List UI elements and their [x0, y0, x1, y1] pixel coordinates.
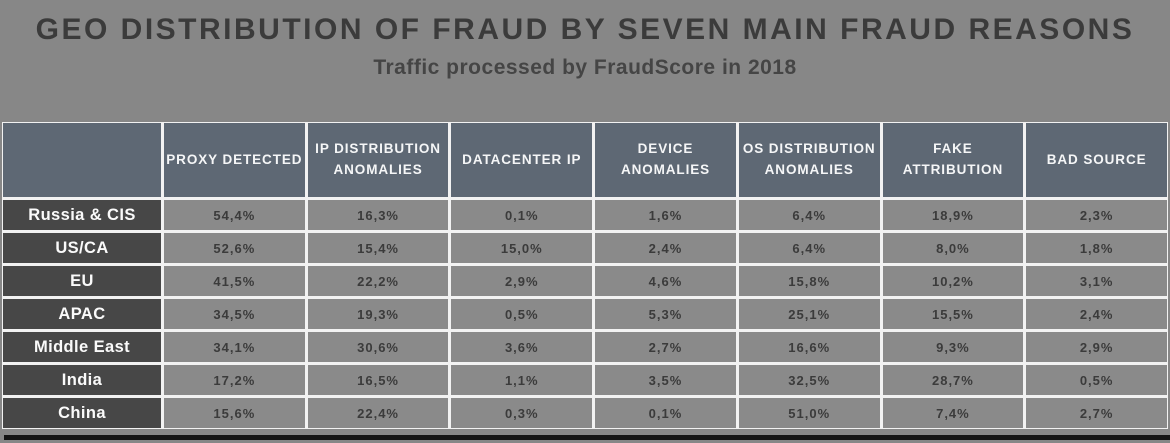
table-value-cell: 0,3%	[451, 398, 593, 428]
table-value-cell: 2,9%	[451, 266, 593, 296]
bottom-accent-bar	[4, 435, 1170, 440]
table-value-cell: 30,6%	[307, 332, 449, 362]
table-value-cell: 2,9%	[1026, 332, 1167, 362]
table-value-cell: 8,0%	[882, 233, 1024, 263]
table-value-cell: 18,9%	[882, 200, 1024, 230]
table-value-cell: 1,6%	[595, 200, 736, 230]
table-value-cell: 6,4%	[738, 233, 880, 263]
table-value-cell: 5,3%	[595, 299, 736, 329]
table-value-cell: 0,1%	[595, 398, 736, 428]
table-value-cell: 25,1%	[738, 299, 880, 329]
table-corner-cell	[3, 123, 161, 197]
column-header: BAD SOURCE	[1026, 123, 1167, 197]
table-value-cell: 34,1%	[164, 332, 305, 362]
table-value-cell: 0,5%	[1026, 365, 1167, 395]
table-value-cell: 0,5%	[451, 299, 593, 329]
table-value-cell: 15,6%	[164, 398, 305, 428]
geo-fraud-table: PROXY DETECTED IP DISTRIBUTION ANOMALIES D…	[2, 122, 1168, 429]
row-label: India	[3, 365, 161, 395]
table-value-cell: 2,7%	[1026, 398, 1167, 428]
table-value-cell: 1,1%	[451, 365, 593, 395]
page-subtitle: Traffic processed by FraudScore in 2018	[373, 56, 797, 79]
table-value-cell: 22,4%	[307, 398, 449, 428]
table-value-cell: 15,5%	[882, 299, 1024, 329]
table-value-cell: 15,4%	[307, 233, 449, 263]
row-label: US/CA	[3, 233, 161, 263]
row-label: APAC	[3, 299, 161, 329]
row-label: Middle East	[3, 332, 161, 362]
table-value-cell: 32,5%	[738, 365, 880, 395]
table-value-cell: 3,6%	[451, 332, 593, 362]
page-title: GEO DISTRIBUTION OF FRAUD BY SEVEN MAIN …	[35, 13, 1135, 46]
column-header: OS DISTRIBUTION ANOMALIES	[738, 123, 880, 197]
table-value-cell: 1,8%	[1026, 233, 1167, 263]
table-value-cell: 16,3%	[307, 200, 449, 230]
table-value-cell: 9,3%	[882, 332, 1024, 362]
column-header: DEVICE ANOMALIES	[595, 123, 736, 197]
table-value-cell: 15,8%	[738, 266, 880, 296]
table-value-cell: 16,5%	[307, 365, 449, 395]
table-value-cell: 0,1%	[451, 200, 593, 230]
table-value-cell: 51,0%	[738, 398, 880, 428]
table-value-cell: 16,6%	[738, 332, 880, 362]
table-value-cell: 17,2%	[164, 365, 305, 395]
table-value-cell: 54,4%	[164, 200, 305, 230]
table-value-cell: 10,2%	[882, 266, 1024, 296]
table-value-cell: 3,1%	[1026, 266, 1167, 296]
row-label: EU	[3, 266, 161, 296]
table-value-cell: 41,5%	[164, 266, 305, 296]
table-value-cell: 2,4%	[1026, 299, 1167, 329]
table-value-cell: 15,0%	[451, 233, 593, 263]
table-value-cell: 2,4%	[595, 233, 736, 263]
column-header: IP DISTRIBUTION ANOMALIES	[307, 123, 449, 197]
table-value-cell: 22,2%	[307, 266, 449, 296]
column-header: DATACENTER IP	[451, 123, 593, 197]
table-value-cell: 19,3%	[307, 299, 449, 329]
table-value-cell: 3,5%	[595, 365, 736, 395]
table-value-cell: 52,6%	[164, 233, 305, 263]
table-value-cell: 4,6%	[595, 266, 736, 296]
table-value-cell: 34,5%	[164, 299, 305, 329]
row-label: Russia & CIS	[3, 200, 161, 230]
table-value-cell: 2,3%	[1026, 200, 1167, 230]
column-header: PROXY DETECTED	[164, 123, 305, 197]
table-value-cell: 7,4%	[882, 398, 1024, 428]
table-value-cell: 6,4%	[738, 200, 880, 230]
row-label: China	[3, 398, 161, 428]
table-value-cell: 28,7%	[882, 365, 1024, 395]
column-header: FAKE ATTRIBUTION	[882, 123, 1024, 197]
table-value-cell: 2,7%	[595, 332, 736, 362]
